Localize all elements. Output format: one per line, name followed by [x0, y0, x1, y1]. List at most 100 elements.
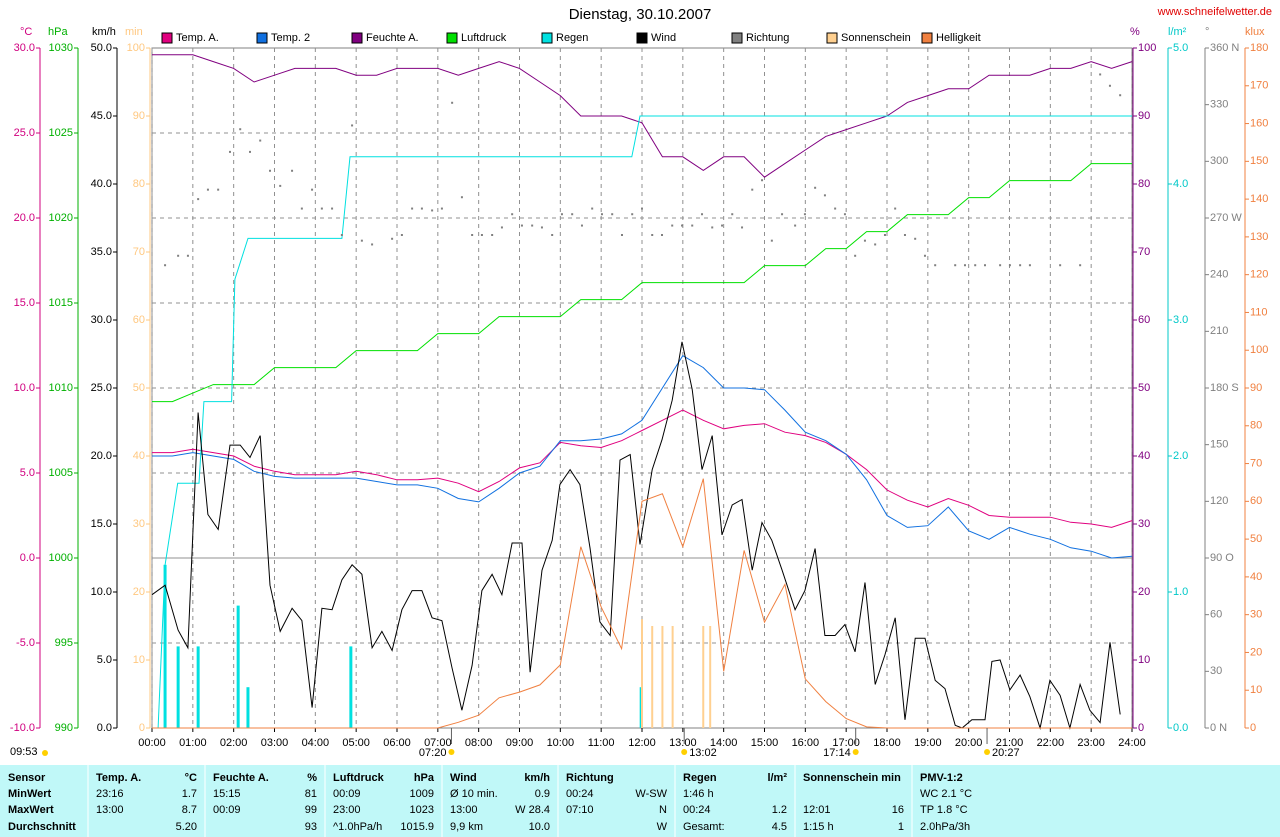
legend-label: Temp. 2	[271, 32, 310, 44]
x-tick-label: 24:00	[1118, 737, 1146, 749]
legend-label: Helligkeit	[936, 32, 981, 44]
direction-dot	[1119, 94, 1122, 97]
event-time: 17:14	[823, 747, 851, 759]
event-icon	[852, 749, 859, 755]
table-cell: WC 2.1 °C	[920, 788, 972, 800]
direction-dot	[164, 264, 167, 267]
table-cell: 23:16	[96, 788, 124, 800]
table-cell: Regen	[683, 772, 717, 784]
table-cell: MinWert	[8, 788, 52, 800]
bar	[702, 626, 705, 728]
y-tick-label: 60	[1138, 314, 1150, 326]
direction-dot	[721, 224, 724, 227]
y-tick-label: 150	[1210, 439, 1228, 451]
y-tick-label: 45.0	[91, 110, 112, 122]
x-tick-label: 21:00	[996, 737, 1024, 749]
table-cell: 5.20	[176, 821, 197, 833]
direction-dot	[934, 264, 937, 267]
table-cell: Sonnenschein min	[803, 772, 901, 784]
direction-dot	[803, 213, 806, 216]
direction-dot	[863, 239, 866, 242]
series-line	[152, 355, 1133, 559]
table-cell: Wind	[450, 772, 477, 784]
direction-dot	[360, 239, 363, 242]
y-tick-label: -5.0	[16, 637, 35, 649]
direction-dot	[471, 234, 474, 236]
y-tick-label: 270 W	[1210, 212, 1242, 224]
x-tick-label: 01:00	[179, 737, 207, 749]
direction-dot	[228, 150, 231, 153]
y-tick-label: 30	[1250, 609, 1262, 621]
table-cell: MaxWert	[8, 804, 54, 816]
table-cell: 8.7	[182, 804, 197, 816]
axis-unit: °	[1205, 26, 1209, 38]
y-tick-label: 40	[1138, 450, 1150, 462]
corner-note: 09:53	[10, 746, 38, 758]
bar	[651, 626, 654, 728]
table-cell: N	[659, 804, 667, 816]
table-cell: 1023	[410, 804, 434, 816]
direction-dot	[320, 207, 323, 210]
x-tick-label: 22:00	[1037, 737, 1065, 749]
table-cell: W	[657, 821, 668, 833]
direction-dot	[531, 224, 534, 227]
direction-dot	[239, 128, 242, 131]
source-url: www.schneifelwetter.de	[1157, 6, 1272, 18]
y-tick-label: 30	[1138, 518, 1150, 530]
direction-dot	[340, 234, 343, 236]
direction-dot	[691, 224, 694, 227]
table-cell: 1.2	[772, 804, 787, 816]
y-tick-label: 100	[1250, 344, 1268, 356]
direction-dot	[954, 264, 957, 267]
axis-unit: %	[1130, 26, 1140, 38]
legend-swatch	[826, 32, 838, 44]
y-tick-label: 130	[1250, 231, 1268, 243]
stats-background	[0, 765, 1280, 837]
y-tick-label: 1025	[49, 127, 73, 139]
table-cell: 4.5	[772, 821, 787, 833]
y-tick-label: 0 N	[1210, 722, 1227, 734]
direction-dot	[963, 264, 966, 267]
table-cell: Temp. A.	[96, 772, 141, 784]
table-cell: 13:00	[450, 804, 478, 816]
event-icon	[984, 749, 991, 755]
x-tick-label: 09:00	[506, 737, 534, 749]
bar	[709, 626, 712, 728]
y-tick-label: 0	[1250, 722, 1256, 734]
x-tick-label: 07:00	[424, 737, 452, 749]
y-tick-label: 150	[1250, 155, 1268, 167]
y-tick-label: 40	[133, 450, 145, 462]
table-cell: 1.7	[182, 788, 197, 800]
x-tick-label: 05:00	[342, 737, 370, 749]
direction-dot	[794, 224, 797, 227]
table-cell: °C	[185, 772, 197, 784]
y-tick-label: 10.0	[91, 586, 112, 598]
bar	[641, 619, 643, 728]
y-tick-label: 80	[133, 178, 145, 190]
x-tick-label: 19:00	[914, 737, 942, 749]
y-tick-label: 0	[1138, 722, 1144, 734]
direction-dot	[197, 198, 200, 201]
y-tick-label: 240	[1210, 269, 1228, 281]
direction-dot	[631, 213, 634, 216]
bar	[661, 626, 664, 728]
axis-unit: hPa	[48, 26, 68, 38]
rain-bar	[176, 646, 180, 728]
event-icon	[681, 749, 688, 755]
x-tick-label: 08:00	[465, 737, 493, 749]
direction-dot	[311, 188, 314, 191]
legend-swatch	[636, 32, 648, 44]
x-tick-label: 20:00	[955, 737, 983, 749]
y-tick-label: 25.0	[91, 382, 112, 394]
table-cell: 99	[305, 804, 317, 816]
legend-swatch	[256, 32, 268, 44]
table-cell: 00:09	[333, 788, 361, 800]
y-tick-label: 20	[133, 586, 145, 598]
direction-dot	[269, 169, 272, 172]
x-tick-label: 23:00	[1077, 737, 1105, 749]
y-tick-label: 1010	[49, 382, 73, 394]
direction-dot	[300, 207, 303, 210]
direction-dot	[206, 188, 209, 191]
x-tick-label: 06:00	[383, 737, 411, 749]
y-tick-label: 30	[133, 518, 145, 530]
